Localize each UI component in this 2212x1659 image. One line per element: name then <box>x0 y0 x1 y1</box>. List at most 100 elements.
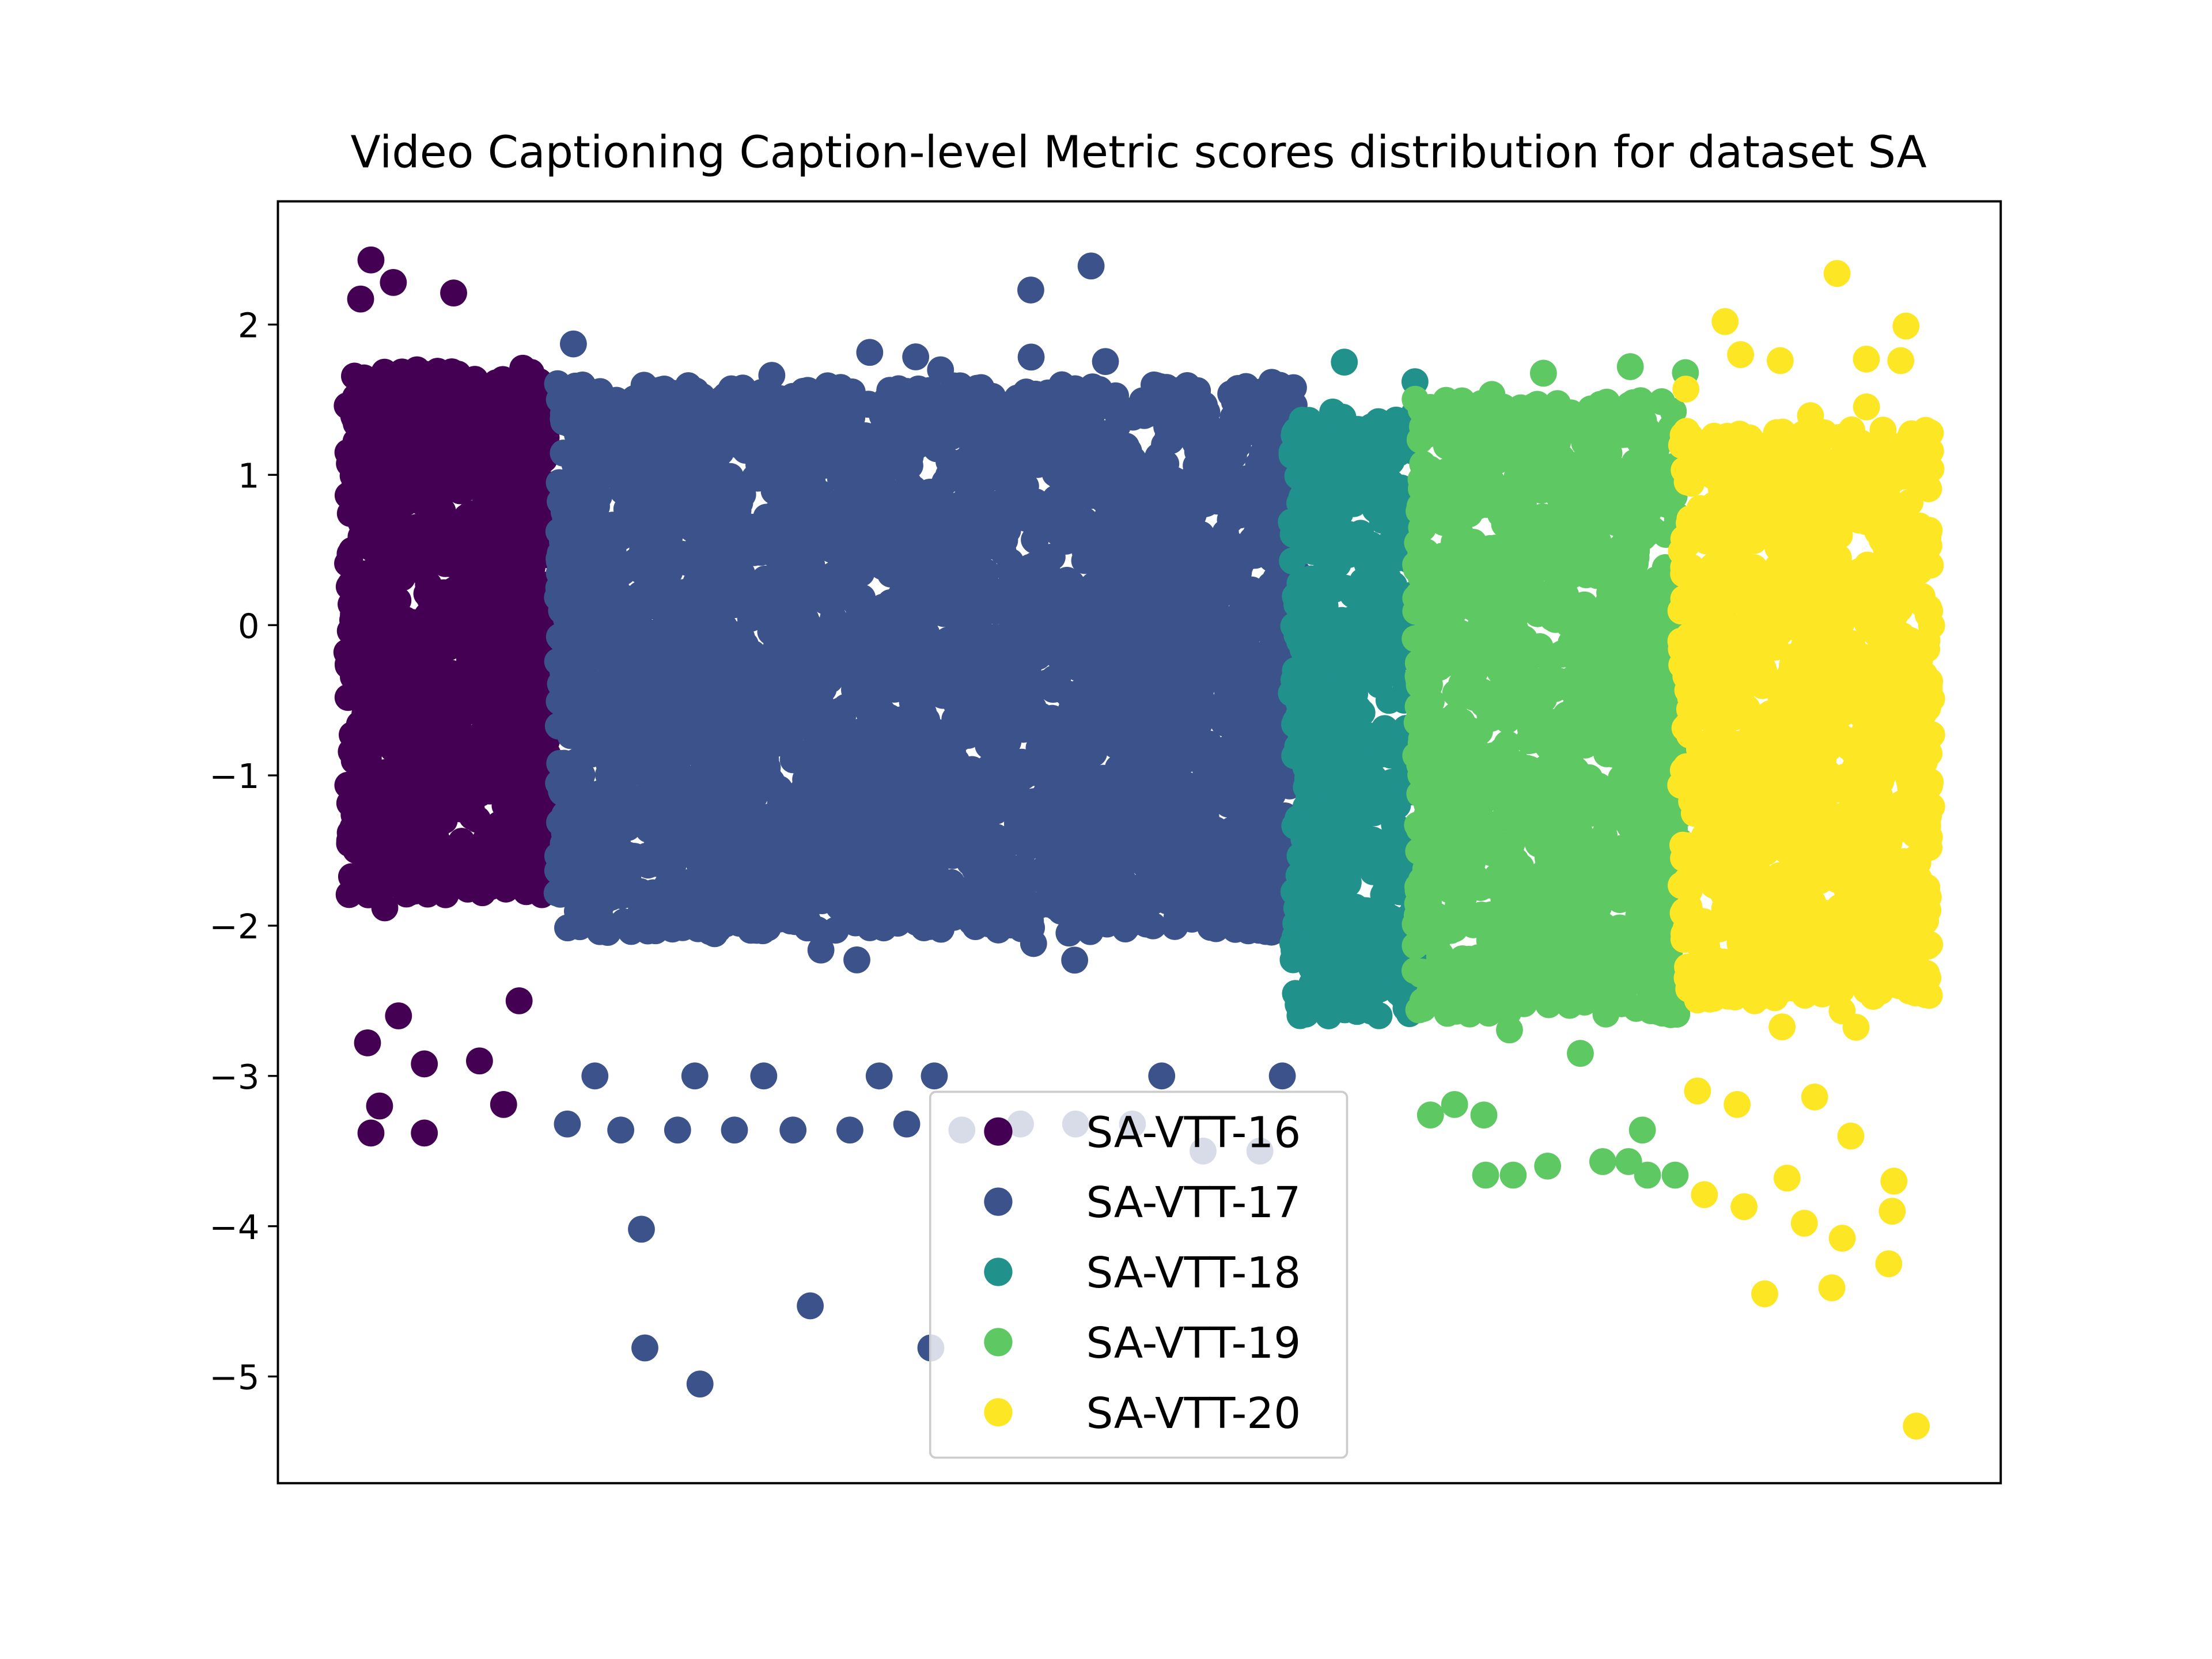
data-point <box>1023 513 1051 540</box>
data-point-outlier <box>836 1116 863 1144</box>
data-point-outlier <box>686 1370 714 1397</box>
data-point <box>453 503 480 531</box>
data-point <box>605 728 632 755</box>
data-point <box>450 368 478 396</box>
data-point <box>968 427 996 454</box>
points-layer <box>333 246 1945 1440</box>
data-point <box>647 809 675 836</box>
data-point-outlier <box>411 1050 438 1078</box>
data-point <box>577 513 604 540</box>
data-point <box>440 605 467 633</box>
data-point <box>624 802 652 830</box>
data-point <box>967 374 995 402</box>
chart-title: Video Captioning Caption-level Metric sc… <box>351 126 1927 177</box>
data-point <box>1235 880 1263 907</box>
data-point <box>837 565 865 593</box>
data-point <box>381 791 409 819</box>
data-point <box>876 908 904 935</box>
data-point <box>1012 437 1039 465</box>
data-point <box>419 743 446 771</box>
data-point <box>412 673 440 701</box>
data-point <box>1224 375 1252 402</box>
data-point <box>1141 844 1168 872</box>
data-point <box>392 489 419 516</box>
data-point <box>359 628 387 656</box>
data-point <box>847 498 874 526</box>
data-point-outlier <box>581 1062 609 1090</box>
data-point <box>393 880 420 908</box>
data-point <box>1104 412 1131 440</box>
data-point <box>640 544 668 571</box>
data-point <box>1005 893 1032 921</box>
data-point <box>439 715 467 743</box>
data-point <box>721 628 748 656</box>
data-point <box>688 732 715 760</box>
data-point <box>467 674 494 702</box>
data-point <box>477 764 505 791</box>
data-point <box>888 513 916 541</box>
data-point <box>813 430 840 458</box>
data-point <box>446 571 474 599</box>
data-point <box>1092 348 1119 376</box>
data-point <box>650 902 677 930</box>
data-point <box>1182 619 1210 646</box>
data-point <box>831 465 859 493</box>
data-point-outlier <box>354 1029 381 1056</box>
data-point-outlier <box>628 1215 655 1243</box>
data-point <box>554 533 581 560</box>
data-point <box>684 915 712 942</box>
data-point <box>336 617 364 645</box>
data-point <box>598 393 625 421</box>
data-point <box>359 569 387 597</box>
data-point <box>518 397 546 425</box>
data-point <box>345 873 373 900</box>
data-point <box>470 451 498 479</box>
data-point <box>1153 413 1180 441</box>
data-point <box>1141 473 1168 500</box>
data-point <box>506 704 533 732</box>
data-point <box>661 784 688 812</box>
data-point <box>1192 529 1219 557</box>
data-point <box>926 754 953 782</box>
data-point <box>518 374 545 402</box>
data-point <box>525 676 553 703</box>
data-point <box>994 411 1021 438</box>
data-point <box>498 507 526 534</box>
data-point <box>1052 436 1080 464</box>
data-point <box>1067 690 1094 717</box>
data-point <box>1112 915 1139 942</box>
data-point <box>883 656 911 683</box>
data-point <box>459 528 486 555</box>
data-point <box>656 719 683 747</box>
data-point <box>736 899 763 926</box>
data-point <box>797 706 825 734</box>
data-point <box>557 378 585 405</box>
data-point-outlier <box>366 1092 393 1120</box>
data-point <box>843 946 870 974</box>
data-point <box>842 909 869 937</box>
data-point <box>601 446 629 474</box>
data-point <box>403 456 430 484</box>
data-point <box>1046 388 1074 416</box>
data-point <box>565 654 592 682</box>
data-point <box>471 599 499 626</box>
data-point <box>569 814 597 842</box>
data-point <box>465 622 493 649</box>
data-point <box>929 907 957 934</box>
data-point <box>740 539 768 566</box>
data-point <box>704 535 732 563</box>
data-point <box>388 676 416 704</box>
data-point <box>371 844 399 872</box>
data-point <box>1266 372 1294 399</box>
data-point <box>869 472 896 499</box>
data-point <box>634 591 661 619</box>
data-point <box>732 873 759 901</box>
data-point <box>352 525 379 552</box>
data-point-outlier <box>1077 252 1105 280</box>
data-point <box>492 643 520 671</box>
data-point <box>516 818 544 846</box>
data-point <box>584 891 611 919</box>
data-point <box>393 525 421 552</box>
data-point <box>990 786 1018 814</box>
data-point <box>560 330 587 358</box>
